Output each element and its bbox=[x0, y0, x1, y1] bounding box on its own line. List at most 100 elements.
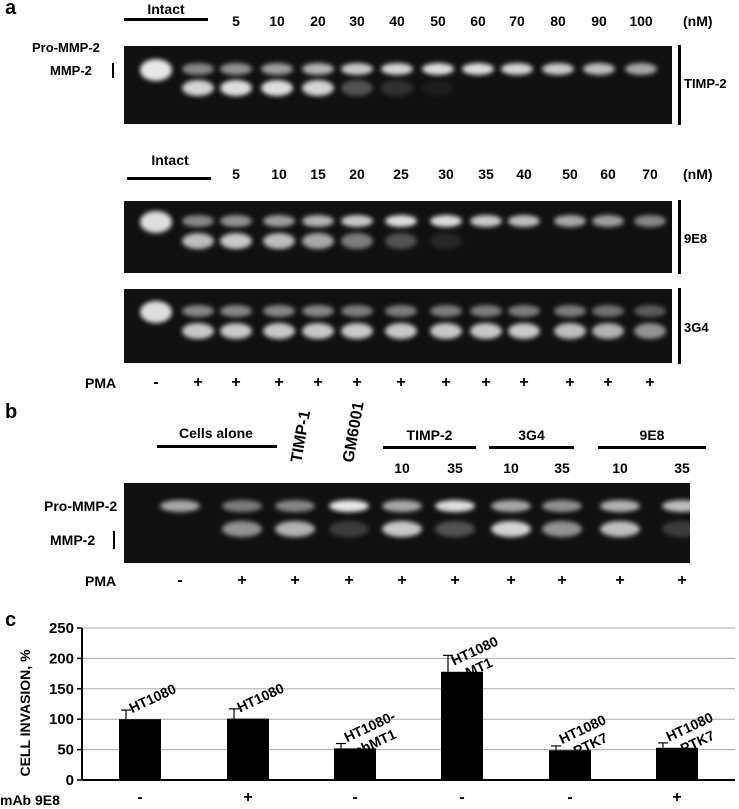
unit-label: (nM) bbox=[683, 13, 713, 29]
mab-9e8-sign: - bbox=[459, 789, 465, 806]
pma-sign: + bbox=[450, 572, 460, 589]
pro-mmp2-band bbox=[508, 305, 540, 317]
pro-mmp2-band bbox=[491, 500, 531, 512]
mab-9e8-sign: - bbox=[137, 789, 143, 806]
pro-mmp2-band bbox=[220, 215, 252, 227]
pma-sign: + bbox=[603, 374, 613, 391]
mmp2-band bbox=[220, 233, 252, 249]
pma-sign: + bbox=[396, 374, 406, 391]
pro-mmp2-band bbox=[501, 63, 533, 75]
pma-label: PMA bbox=[85, 375, 117, 391]
bar-label: HT1080 bbox=[127, 680, 179, 716]
pro-mmp2-band bbox=[263, 305, 295, 317]
pro-mmp2-band bbox=[263, 215, 295, 227]
y-tick-label: 250 bbox=[49, 620, 74, 637]
pro-mmp2-band bbox=[381, 63, 413, 75]
pma-sign: + bbox=[344, 572, 354, 589]
pro-mmp2-band bbox=[583, 63, 615, 75]
pma-sign: - bbox=[153, 374, 159, 391]
conc-label: 10 bbox=[271, 166, 287, 182]
conc-label: 10 bbox=[612, 460, 628, 476]
bar bbox=[227, 718, 269, 780]
conc-label: 10 bbox=[503, 460, 519, 476]
gel-timp2 bbox=[124, 46, 672, 124]
mmp2-band bbox=[261, 80, 293, 96]
conc-label: 35 bbox=[554, 460, 570, 476]
mmp2-band bbox=[381, 80, 413, 96]
conc-label: 80 bbox=[550, 13, 566, 29]
conc-label: 5 bbox=[232, 13, 240, 29]
pro-mmp2-band bbox=[182, 63, 214, 75]
gel-3g4-label: 3G4 bbox=[684, 320, 709, 335]
pro-mmp2-band bbox=[542, 63, 574, 75]
pro-mmp2-band bbox=[470, 305, 502, 317]
mmp2-band bbox=[302, 80, 334, 96]
group-bracket bbox=[598, 446, 706, 449]
pma-sign: + bbox=[506, 572, 516, 589]
mmp2-band bbox=[435, 521, 475, 537]
mmp2-band bbox=[220, 80, 252, 96]
mmp2-band bbox=[600, 521, 640, 537]
intact-bracket bbox=[124, 18, 208, 21]
mab-9e8-sign: - bbox=[352, 789, 358, 806]
mmp2-band bbox=[182, 233, 214, 249]
mmp2-band bbox=[385, 323, 417, 339]
mab-9e8-sign: + bbox=[672, 789, 682, 806]
pro-mmp2-band bbox=[430, 215, 462, 227]
pro-mmp2-band bbox=[329, 500, 369, 512]
conc-label: 35 bbox=[674, 460, 690, 476]
y-tick-label: 50 bbox=[57, 742, 74, 759]
panel-c-label: c bbox=[5, 609, 17, 631]
pro-mmp2-band bbox=[302, 215, 334, 227]
mmp2-band bbox=[385, 233, 417, 249]
mmp2-band bbox=[302, 323, 334, 339]
mmp2-band bbox=[508, 323, 540, 339]
pma-label-b: PMA bbox=[85, 573, 117, 589]
pro-mmp2-band bbox=[592, 215, 624, 227]
conc-label: 35 bbox=[447, 460, 463, 476]
pro-mmp2-band bbox=[182, 305, 214, 317]
bar bbox=[441, 671, 483, 780]
mmp2-band bbox=[634, 323, 666, 339]
gel-timp2-bracket bbox=[678, 45, 681, 125]
gm6001-label: GM6001 bbox=[340, 400, 368, 464]
conc-label: 70 bbox=[509, 13, 525, 29]
gel-9e8-bracket bbox=[678, 200, 681, 274]
mmp2-label-b: MMP-2 bbox=[50, 532, 96, 548]
pma-sign: - bbox=[177, 572, 183, 589]
pro-mmp2-band bbox=[302, 305, 334, 317]
pma-sign: + bbox=[352, 374, 362, 391]
mmp2-band bbox=[182, 80, 214, 96]
conc-label: 60 bbox=[600, 166, 616, 182]
conc-label: 20 bbox=[349, 166, 365, 182]
conc-label: 60 bbox=[470, 13, 486, 29]
mmp2-band bbox=[341, 323, 373, 339]
pro-mmp2-band bbox=[385, 215, 417, 227]
conc-label: 30 bbox=[438, 166, 454, 182]
pro-mmp2-band bbox=[470, 215, 502, 227]
mab-9e8-sign: - bbox=[567, 789, 573, 806]
pro-mmp2-band bbox=[140, 211, 172, 233]
pro-mmp2-band bbox=[462, 63, 494, 75]
mmp2-band bbox=[491, 521, 531, 537]
y-tick-label: 150 bbox=[49, 681, 74, 698]
pma-sign: + bbox=[481, 374, 491, 391]
gel-9e8 bbox=[124, 201, 672, 273]
panel-a-label: a bbox=[5, 0, 17, 19]
pma-sign: + bbox=[565, 374, 575, 391]
conc-label: 20 bbox=[310, 13, 326, 29]
gel-3g4 bbox=[124, 289, 672, 363]
pro-mmp2-band bbox=[600, 500, 640, 512]
conc-label: 40 bbox=[389, 13, 405, 29]
pro-mmp2-band bbox=[382, 500, 422, 512]
bar-chart: CELL INVASION, % 0 50 100 150 200 250 HT1080 HT… bbox=[17, 620, 735, 789]
bar bbox=[549, 750, 591, 780]
conc-label: 70 bbox=[642, 166, 658, 182]
pro-mmp2-band bbox=[341, 215, 373, 227]
gel-panel-b bbox=[124, 483, 690, 563]
conc-label: 15 bbox=[310, 166, 326, 182]
pro-mmp2-band bbox=[302, 63, 334, 75]
mmp2-band bbox=[430, 233, 462, 249]
conc-label: 40 bbox=[516, 166, 532, 182]
pro-mmp2-band bbox=[261, 63, 293, 75]
